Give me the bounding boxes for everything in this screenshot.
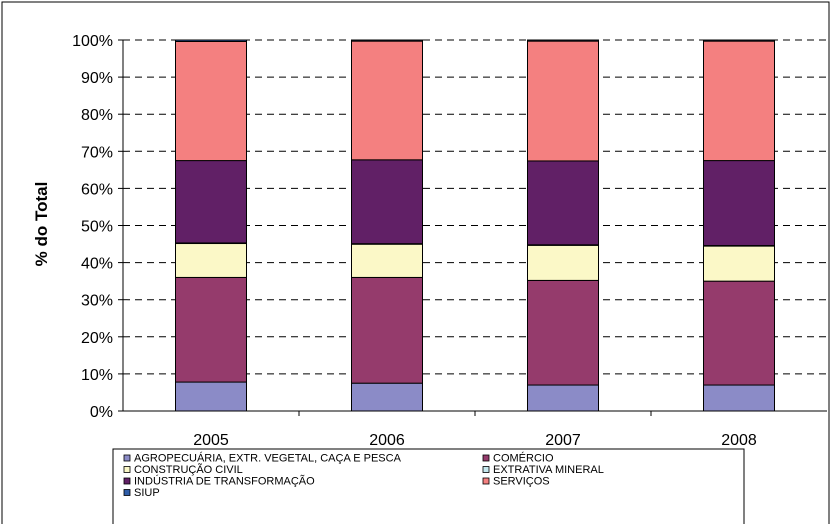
y-axis-label: % do Total <box>32 182 51 267</box>
x-tick-label: 2008 <box>721 432 757 449</box>
legend: AGROPECUÁRIA, EXTR. VEGETAL, CAÇA E PESC… <box>123 452 604 499</box>
y-tick-label: 60% <box>81 181 113 198</box>
legend-label: SIUP <box>134 487 160 499</box>
legend-swatch <box>123 454 131 462</box>
bar-segment <box>351 276 423 384</box>
bar-segment <box>527 384 599 412</box>
bar-segment <box>351 382 423 412</box>
y-tick-label: 50% <box>81 219 113 236</box>
y-tick-label: 10% <box>81 367 113 384</box>
bar-segment <box>527 40 599 162</box>
bar-segment <box>703 40 775 162</box>
legend-swatch <box>123 477 131 485</box>
y-tick-labels: 0% 10% 20% 30% 40% 50% 60% 70% 80% 90% 100% <box>72 33 113 421</box>
x-tick-labels: 2005 2006 2007 2008 <box>193 432 757 449</box>
y-tick-label: 100% <box>72 33 113 50</box>
bar-segment <box>175 160 247 244</box>
bar-segment <box>175 276 247 383</box>
y-tick-label: 40% <box>81 256 113 273</box>
bar-segment <box>527 244 599 281</box>
bar-segment <box>175 242 247 278</box>
bar-segment <box>351 159 423 245</box>
gridlines <box>123 39 827 375</box>
axes <box>118 39 827 416</box>
legend-label: COMÉRCIO <box>493 452 554 465</box>
legend-label: INDÚSTRIA DE TRANSFORMAÇÃO <box>134 475 315 488</box>
legend-swatch <box>123 489 131 496</box>
bar-segment <box>351 243 423 278</box>
y-tick-label: 80% <box>81 107 113 124</box>
bar-segment <box>175 40 247 162</box>
bar-segment <box>703 245 775 282</box>
bar-segment <box>175 39 247 42</box>
y-tick-label: 70% <box>81 144 113 161</box>
x-tick-label: 2007 <box>545 432 581 449</box>
legend-swatch <box>123 466 131 473</box>
bar-segment <box>527 160 599 246</box>
y-tick-label: 0% <box>90 404 113 421</box>
y-tick-label: 20% <box>81 330 113 347</box>
bar-segment <box>703 384 775 412</box>
bar-segment <box>351 40 423 161</box>
bar-segment <box>351 39 423 42</box>
legend-label: SERVIÇOS <box>493 476 550 488</box>
legend-label: AGROPECUÁRIA, EXTR. VEGETAL, CAÇA E PESC… <box>134 452 402 465</box>
bar-segment <box>527 39 599 42</box>
bar-segment <box>703 280 775 386</box>
bar-segment <box>175 381 247 412</box>
y-tick-label: 90% <box>81 70 113 87</box>
y-tick-label: 30% <box>81 293 113 310</box>
x-tick-label: 2005 <box>193 432 229 449</box>
bar-segment <box>703 160 775 247</box>
legend-label: CONSTRUÇÃO CIVIL <box>134 463 243 476</box>
bar-segment <box>527 279 599 386</box>
bars <box>175 39 775 412</box>
legend-box <box>112 448 745 524</box>
bar-segment <box>703 39 775 42</box>
x-tick-label: 2006 <box>369 432 405 449</box>
legend-swatch <box>482 454 490 462</box>
legend-label: EXTRATIVA MINERAL <box>493 464 604 476</box>
legend-swatch <box>482 466 490 473</box>
legend-swatch <box>482 477 490 485</box>
